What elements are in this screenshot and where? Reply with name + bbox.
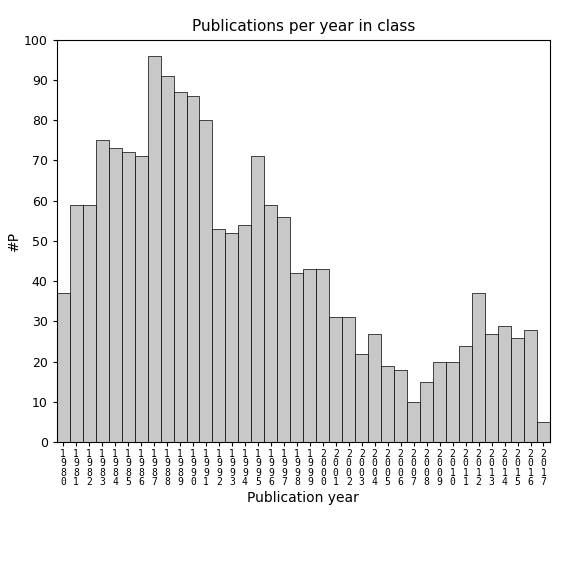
Bar <box>485 333 498 442</box>
Bar <box>368 333 381 442</box>
Bar <box>342 318 356 442</box>
Bar <box>147 56 160 442</box>
Bar <box>433 362 446 442</box>
Bar <box>70 205 83 442</box>
Bar <box>472 293 485 442</box>
Bar <box>303 269 316 442</box>
Bar <box>446 362 459 442</box>
Bar <box>109 149 121 442</box>
Y-axis label: #P: #P <box>7 231 21 251</box>
Bar <box>174 92 187 442</box>
Bar <box>290 273 303 442</box>
Bar <box>251 156 264 442</box>
Bar <box>356 354 368 442</box>
Bar <box>394 370 407 442</box>
X-axis label: Publication year: Publication year <box>247 491 359 505</box>
Title: Publications per year in class: Publications per year in class <box>192 19 415 35</box>
Bar <box>121 153 134 442</box>
Bar <box>381 366 394 442</box>
Bar <box>96 141 109 442</box>
Bar <box>459 346 472 442</box>
Bar <box>226 233 239 442</box>
Bar <box>524 329 537 442</box>
Bar <box>264 205 277 442</box>
Bar <box>160 76 174 442</box>
Bar <box>498 325 511 442</box>
Bar <box>420 382 433 442</box>
Bar <box>57 293 70 442</box>
Bar <box>537 422 550 442</box>
Bar <box>329 318 342 442</box>
Bar <box>200 120 213 442</box>
Bar <box>511 337 524 442</box>
Bar <box>187 96 200 442</box>
Bar <box>407 402 420 442</box>
Bar <box>134 156 147 442</box>
Bar <box>83 205 96 442</box>
Bar <box>239 225 251 442</box>
Bar <box>213 229 226 442</box>
Bar <box>277 217 290 442</box>
Bar <box>316 269 329 442</box>
